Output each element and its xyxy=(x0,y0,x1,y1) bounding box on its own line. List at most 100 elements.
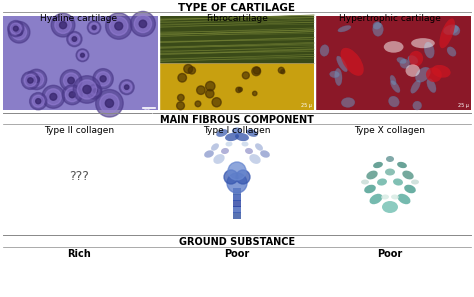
Text: 25 µ: 25 µ xyxy=(144,108,155,113)
Bar xyxy=(233,206,241,213)
Circle shape xyxy=(238,87,242,91)
Bar xyxy=(233,200,241,207)
Ellipse shape xyxy=(413,101,421,110)
Circle shape xyxy=(93,89,97,93)
Circle shape xyxy=(195,101,201,107)
Circle shape xyxy=(65,88,79,102)
Circle shape xyxy=(46,89,61,105)
Circle shape xyxy=(236,170,250,184)
Bar xyxy=(233,194,241,201)
Circle shape xyxy=(134,15,152,33)
Ellipse shape xyxy=(211,143,219,151)
Circle shape xyxy=(224,170,238,184)
Text: TYPE OF CARTILAGE: TYPE OF CARTILAGE xyxy=(179,3,295,13)
Circle shape xyxy=(30,93,47,110)
Text: Poor: Poor xyxy=(377,249,402,259)
Bar xyxy=(160,63,314,110)
Text: GROUND SUBSTANCE: GROUND SUBSTANCE xyxy=(179,237,295,247)
Circle shape xyxy=(92,26,96,30)
Ellipse shape xyxy=(386,156,394,162)
Ellipse shape xyxy=(226,141,232,146)
Circle shape xyxy=(10,23,21,34)
Bar xyxy=(3,16,158,110)
Ellipse shape xyxy=(432,65,451,78)
Ellipse shape xyxy=(415,67,430,82)
Circle shape xyxy=(21,72,39,89)
Circle shape xyxy=(281,70,285,74)
Ellipse shape xyxy=(329,71,339,78)
Circle shape xyxy=(29,72,44,87)
Ellipse shape xyxy=(402,170,414,179)
Ellipse shape xyxy=(381,195,389,200)
Circle shape xyxy=(73,76,101,103)
Circle shape xyxy=(96,72,110,86)
Circle shape xyxy=(72,37,77,41)
Circle shape xyxy=(62,85,82,105)
Ellipse shape xyxy=(397,162,407,168)
Ellipse shape xyxy=(245,148,253,154)
Ellipse shape xyxy=(216,129,228,137)
Circle shape xyxy=(254,67,260,74)
Circle shape xyxy=(253,91,257,96)
Circle shape xyxy=(121,82,132,92)
Text: Type X collagen: Type X collagen xyxy=(355,126,426,135)
Bar xyxy=(233,212,241,219)
Ellipse shape xyxy=(341,98,355,108)
Circle shape xyxy=(8,20,24,37)
Circle shape xyxy=(106,13,132,39)
Ellipse shape xyxy=(221,148,229,154)
Circle shape xyxy=(51,13,75,37)
Ellipse shape xyxy=(338,26,351,32)
Circle shape xyxy=(178,73,186,82)
Circle shape xyxy=(78,51,87,60)
Ellipse shape xyxy=(382,201,398,213)
Circle shape xyxy=(177,102,184,110)
Circle shape xyxy=(60,69,82,91)
Circle shape xyxy=(89,84,102,97)
Circle shape xyxy=(130,11,155,36)
Circle shape xyxy=(34,76,39,83)
Text: Rich: Rich xyxy=(67,249,91,259)
Ellipse shape xyxy=(398,194,410,204)
Bar xyxy=(233,188,241,195)
Ellipse shape xyxy=(255,143,263,151)
Circle shape xyxy=(206,89,214,98)
Text: Type II collagen: Type II collagen xyxy=(44,126,114,135)
Circle shape xyxy=(60,22,67,29)
Text: 25 µ: 25 µ xyxy=(301,103,311,108)
Ellipse shape xyxy=(320,45,329,56)
Ellipse shape xyxy=(393,178,403,186)
Ellipse shape xyxy=(439,18,455,48)
Text: Hyaline cartilage: Hyaline cartilage xyxy=(40,14,118,23)
Ellipse shape xyxy=(235,133,249,141)
Circle shape xyxy=(227,173,247,193)
Circle shape xyxy=(90,23,99,32)
Ellipse shape xyxy=(373,22,381,29)
Circle shape xyxy=(83,85,91,94)
Circle shape xyxy=(278,67,284,73)
Text: MAIN FIBROUS COMPONENT: MAIN FIBROUS COMPONENT xyxy=(160,115,314,125)
Ellipse shape xyxy=(389,96,399,107)
Circle shape xyxy=(69,92,75,98)
Ellipse shape xyxy=(384,41,403,53)
Circle shape xyxy=(89,87,99,97)
Ellipse shape xyxy=(397,57,406,64)
Ellipse shape xyxy=(242,141,248,146)
Ellipse shape xyxy=(204,150,214,158)
Ellipse shape xyxy=(391,80,400,93)
Ellipse shape xyxy=(232,127,242,135)
Circle shape xyxy=(93,69,113,89)
Circle shape xyxy=(105,99,114,108)
Circle shape xyxy=(42,85,65,108)
Ellipse shape xyxy=(409,51,423,66)
Ellipse shape xyxy=(444,25,459,35)
Circle shape xyxy=(50,93,57,100)
Ellipse shape xyxy=(335,68,342,86)
Ellipse shape xyxy=(246,129,258,137)
Circle shape xyxy=(24,74,36,87)
Circle shape xyxy=(27,78,33,83)
Circle shape xyxy=(26,69,47,90)
Ellipse shape xyxy=(390,75,396,85)
Circle shape xyxy=(100,76,106,82)
Ellipse shape xyxy=(411,179,419,184)
